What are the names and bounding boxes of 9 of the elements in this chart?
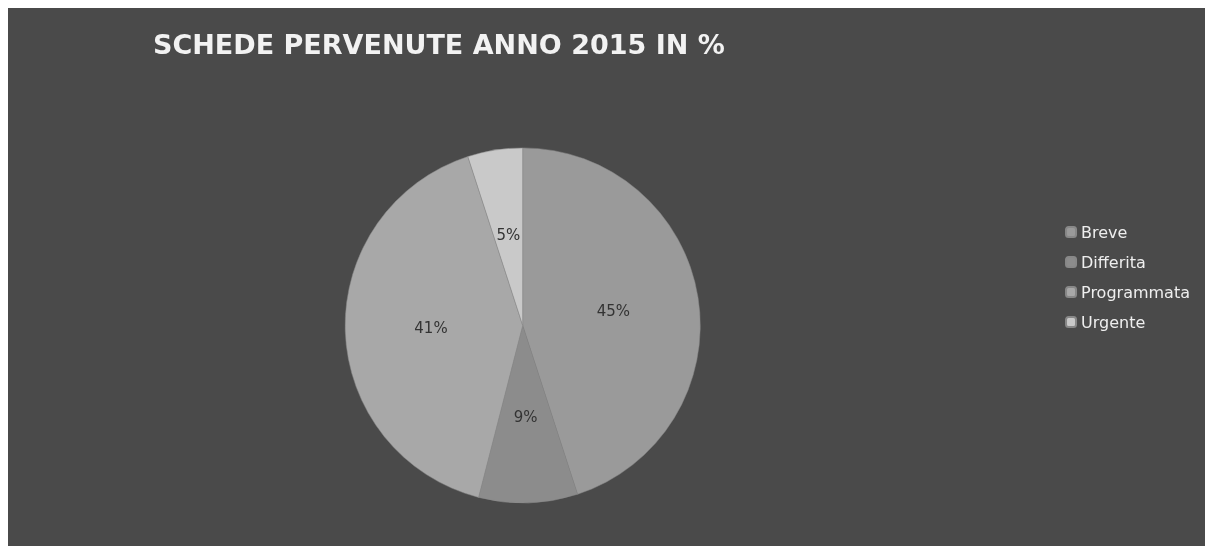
data-label: 45%: [596, 302, 631, 321]
legend-label: Urgente: [1081, 312, 1146, 332]
legend-label: Differita: [1081, 252, 1146, 272]
chart-title: SCHEDE PERVENUTE ANNO 2015 IN %: [153, 29, 725, 60]
data-label: 41%: [414, 319, 448, 338]
legend-label: Breve: [1081, 222, 1128, 242]
data-label: 9%: [513, 408, 538, 427]
data-label: 5%: [496, 225, 521, 244]
legend-label: Programmata: [1081, 282, 1191, 302]
